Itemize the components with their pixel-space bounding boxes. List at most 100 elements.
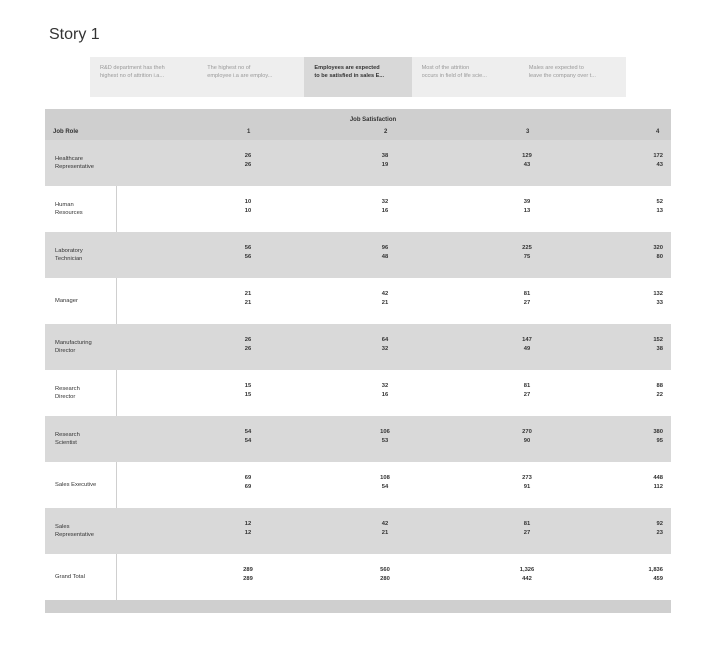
cell-count: 32: [381, 383, 389, 389]
cell-count: 172: [653, 153, 663, 159]
cell-count: 81: [523, 291, 531, 297]
row-label-line: Manufacturing: [55, 340, 92, 346]
story-point-4[interactable]: Most of the attrition occurs in field of …: [412, 57, 519, 97]
row-label-cell: [51, 462, 117, 508]
table-row: Research Scientist 54 54 106 53 270 90 380 95: [45, 416, 671, 462]
row-label-line: Director: [55, 348, 76, 354]
cell-values-col-3: 1,326 442: [512, 566, 542, 584]
cell-count: 42: [381, 521, 389, 527]
row-label: Healthcare Representative: [55, 140, 117, 186]
cell-count: 15: [244, 383, 252, 389]
cell-values-col-4: 448 112: [633, 474, 663, 492]
column-header-2: 2: [384, 129, 388, 135]
cell-average: 95: [656, 438, 663, 444]
cell-count: 270: [522, 429, 532, 435]
story-point-caption-line: highest no of attrition i.a...: [100, 73, 165, 79]
cell-values-col-1: 21 21: [233, 290, 263, 308]
cell-count: 289: [243, 567, 253, 573]
story-point-1[interactable]: R&D department has theh highest no of att…: [90, 57, 197, 97]
cell-count: 26: [244, 337, 252, 343]
cell-count: 42: [381, 291, 389, 297]
cell-values-col-3: 273 91: [512, 474, 542, 492]
cell-average: 12: [244, 530, 252, 536]
cell-count: 132: [653, 291, 663, 297]
story-point-caption-line: Most of the attrition: [421, 65, 470, 71]
row-label-line: Sales: [55, 524, 70, 530]
cell-average: 289: [243, 576, 253, 582]
row-label-line: Healthcare: [55, 156, 84, 162]
story-navigator: R&D department has theh highest no of att…: [90, 57, 626, 97]
table-row: Laboratory Technician 56 56 96 48 225 75 320 80: [45, 232, 671, 278]
cell-count: 152: [653, 337, 663, 343]
row-label-cell: [51, 186, 117, 232]
cell-average: 26: [244, 162, 252, 168]
cell-count: 39: [523, 199, 531, 205]
row-label: Grand Total: [55, 554, 117, 600]
cell-average: 26: [244, 346, 252, 352]
cell-average: 21: [381, 300, 389, 306]
story-point-2[interactable]: The highest no of employee i.a are employ…: [197, 57, 304, 97]
cell-values-col-4: 92 23: [633, 520, 663, 538]
cell-values-col-3: 129 43: [512, 152, 542, 170]
cell-count: 10: [244, 199, 252, 205]
cell-count: 1,836: [648, 567, 663, 573]
cell-count: 56: [244, 245, 252, 251]
cell-average: 442: [522, 576, 532, 582]
cell-average: 75: [523, 254, 531, 260]
cell-average: 16: [381, 392, 389, 398]
cell-count: 106: [380, 429, 390, 435]
cell-average: 15: [244, 392, 252, 398]
cell-values-col-4: 320 80: [633, 244, 663, 262]
cell-average: 33: [656, 300, 663, 306]
cell-average: 56: [244, 254, 252, 260]
cell-values-col-2: 106 53: [370, 428, 400, 446]
cell-count: 225: [522, 245, 532, 251]
row-label: Laboratory Technician: [55, 232, 117, 278]
cell-average: 16: [381, 208, 389, 214]
row-header-title: Job Role: [53, 129, 79, 135]
cell-values-col-3: 39 13: [512, 198, 542, 216]
row-label-line: Technician: [55, 256, 83, 262]
story-point-3[interactable]: Employees are expected to be satisfied in…: [304, 57, 412, 97]
cell-count: 81: [523, 521, 531, 527]
row-label-line: Representative: [55, 164, 94, 170]
cell-count: 81: [523, 383, 531, 389]
cell-values-col-4: 1,836 459: [633, 566, 663, 584]
row-label: Research Scientist: [55, 416, 117, 462]
cell-count: 88: [656, 383, 663, 389]
cell-values-col-1: 10 10: [233, 198, 263, 216]
row-label-line: Research: [55, 432, 80, 438]
cell-count: 12: [244, 521, 252, 527]
cell-count: 273: [522, 475, 532, 481]
story-point-5[interactable]: Males are expected to leave the company o…: [519, 57, 626, 97]
story-point-caption-line: leave the company over t...: [528, 73, 596, 79]
cell-average: 27: [523, 300, 531, 306]
cell-average: 48: [381, 254, 389, 260]
cell-average: 280: [380, 576, 390, 582]
cell-average: 38: [656, 346, 663, 352]
story-point-caption-line: The highest no of: [207, 65, 251, 71]
cell-count: 96: [381, 245, 389, 251]
cell-values-col-4: 132 33: [633, 290, 663, 308]
cell-values-col-1: 12 12: [233, 520, 263, 538]
cell-values-col-4: 52 13: [633, 198, 663, 216]
cell-count: 560: [380, 567, 390, 573]
cell-count: 52: [656, 199, 663, 205]
cell-average: 43: [656, 162, 663, 168]
table-row: Sales Representative 12 12 42 21 81 27 92 23: [45, 508, 671, 554]
cell-count: 320: [653, 245, 663, 251]
cell-values-col-3: 147 49: [512, 336, 542, 354]
story-point-caption-line: to be satisfied in sales E...: [314, 73, 385, 79]
cell-average: 112: [653, 484, 663, 490]
cell-count: 448: [653, 475, 663, 481]
cell-values-col-2: 32 16: [370, 382, 400, 400]
cell-values-col-3: 81 27: [512, 520, 542, 538]
row-label-line: Resources: [55, 210, 83, 216]
cell-average: 54: [244, 438, 252, 444]
row-label: Sales Executive: [55, 462, 117, 508]
cell-values-col-2: 96 48: [370, 244, 400, 262]
story-point-caption-line: occurs in field of life scie...: [421, 73, 487, 79]
cell-average: 459: [653, 576, 663, 582]
cell-count: 380: [653, 429, 663, 435]
cell-values-col-3: 81 27: [512, 382, 542, 400]
